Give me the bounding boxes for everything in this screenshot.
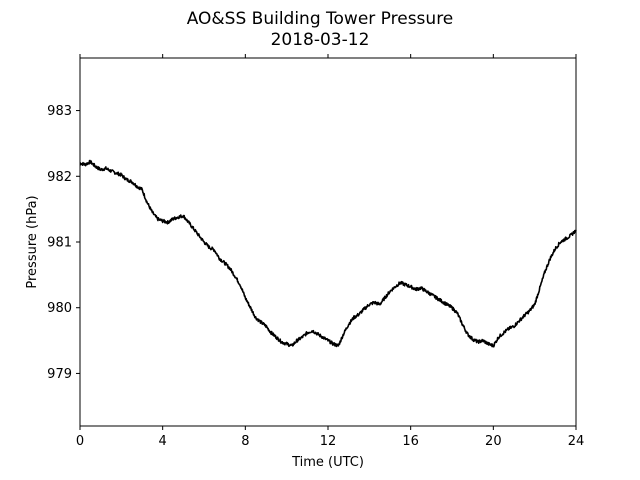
y-tick-label: 982 (47, 170, 72, 185)
y-tick-label: 983 (47, 104, 72, 119)
x-axis-label: Time (UTC) (291, 455, 364, 470)
x-tick-label: 24 (568, 434, 585, 449)
x-tick-label: 12 (320, 434, 337, 449)
x-axis-ticks: 0 4 8 12 16 20 24 (76, 54, 584, 449)
chart-subtitle: 2018-03-12 (271, 30, 370, 50)
plot-frame (79, 57, 577, 427)
chart-title: AO&SS Building Tower Pressure (187, 9, 454, 29)
y-tick-label: 980 (47, 301, 72, 316)
y-axis-ticks: 979 980 981 982 983 (47, 104, 80, 382)
x-tick-label: 8 (241, 434, 249, 449)
y-tick-label: 981 (47, 236, 72, 251)
x-tick-label: 16 (402, 434, 419, 449)
x-tick-label: 20 (485, 434, 502, 449)
y-tick-label: 979 (47, 367, 72, 382)
pressure-series-line (79, 159, 577, 348)
x-tick-label: 4 (159, 434, 167, 449)
y-axis-label: Pressure (hPa) (25, 195, 40, 288)
x-tick-label: 0 (76, 434, 84, 449)
